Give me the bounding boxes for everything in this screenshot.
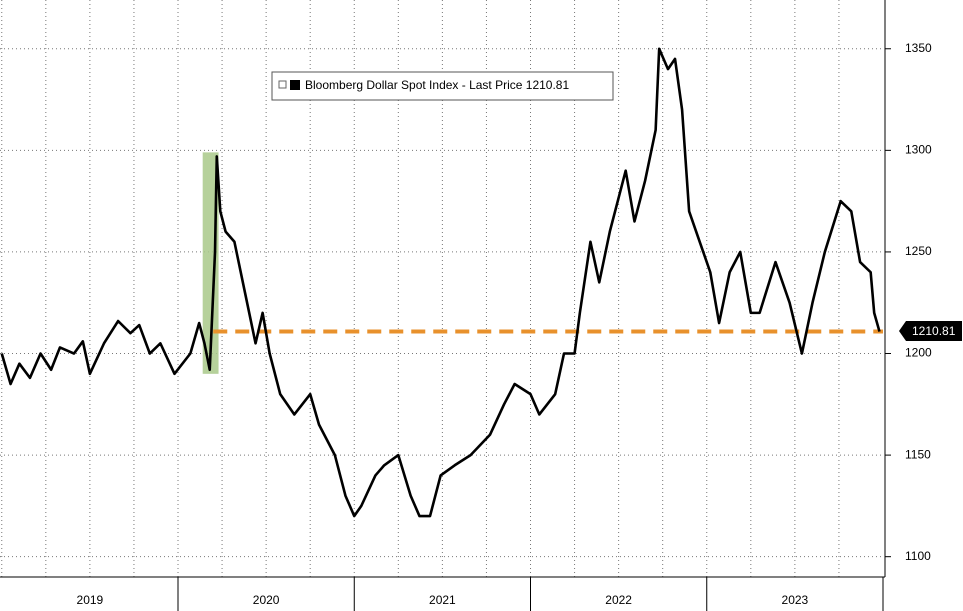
x-tick-label: 2020 <box>253 593 280 607</box>
legend: Bloomberg Dollar Spot Index - Last Price… <box>271 71 614 101</box>
legend-name: Bloomberg Dollar Spot Index - Last Price <box>305 78 523 92</box>
y-tick-label: 1350 <box>905 41 932 55</box>
last-price-label: 1210.81 <box>899 321 962 341</box>
x-tick-label: 2023 <box>782 593 809 607</box>
marks <box>0 47 883 518</box>
y-tick-label: 1200 <box>905 346 932 360</box>
legend-box <box>271 71 614 101</box>
legend-toggle <box>278 80 287 89</box>
legend-label: Bloomberg Dollar Spot Index - Last Price… <box>305 78 569 92</box>
legend-value: 1210.81 <box>526 78 570 92</box>
y-tick-label: 1150 <box>905 447 931 461</box>
last-price-text: 1210.81 <box>912 324 956 338</box>
legend-swatch <box>290 80 300 90</box>
y-tick-label: 1250 <box>905 244 932 258</box>
last-price-box <box>899 321 962 341</box>
x-tick-label: 2022 <box>605 593 632 607</box>
x-tick-label: 2021 <box>429 593 456 607</box>
y-tick-label: 1100 <box>905 549 931 563</box>
series-line <box>0 47 881 518</box>
x-tick-label: 2019 <box>77 593 104 607</box>
y-tick-label: 1300 <box>905 143 932 157</box>
